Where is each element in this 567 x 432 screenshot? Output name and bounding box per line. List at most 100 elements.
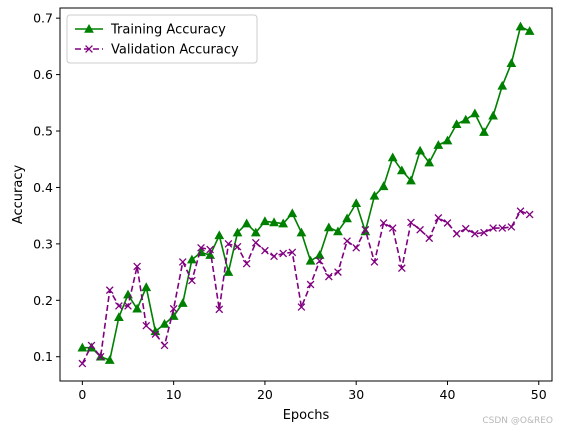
validation-point	[334, 268, 342, 276]
y-tick-label: 0.5	[33, 124, 53, 139]
y-axis-label: Accuracy	[11, 165, 26, 225]
training-point	[396, 165, 407, 175]
training-point	[406, 175, 416, 185]
validation-point	[498, 224, 507, 232]
validation-point	[142, 321, 151, 330]
validation-point	[78, 359, 87, 368]
validation-point	[315, 256, 324, 265]
training-point	[424, 157, 435, 167]
legend-label: Validation Accuracy	[111, 43, 239, 58]
validation-point	[151, 330, 160, 339]
validation-point	[96, 352, 105, 361]
training-point	[141, 282, 152, 292]
training-point	[104, 355, 115, 364]
y-tick-label: 0.1	[33, 349, 53, 364]
validation-point	[270, 252, 278, 261]
validation-point	[516, 207, 525, 216]
x-tick-label: 30	[348, 387, 364, 402]
x-tick-label: 20	[257, 387, 273, 402]
validation-point	[425, 234, 434, 243]
legend-marker	[85, 45, 93, 53]
validation-point	[261, 246, 269, 255]
training-point	[187, 254, 197, 264]
training-point	[479, 127, 489, 136]
training-point	[159, 318, 170, 328]
legend: Training Accuracy Validation Accuracy	[66, 14, 258, 64]
validation-point	[480, 228, 488, 237]
validation-point	[215, 305, 224, 314]
validation-point	[133, 262, 141, 271]
training-point	[123, 289, 133, 299]
validation-point	[197, 243, 205, 252]
validation-point	[489, 224, 497, 232]
x-tick-label: 0	[78, 387, 86, 402]
training-point	[168, 311, 179, 320]
validation-point	[188, 276, 196, 285]
validation-point	[379, 219, 388, 227]
training-point	[278, 218, 289, 228]
validation-point	[434, 214, 443, 222]
legend-box	[66, 14, 258, 64]
validation-point	[452, 229, 461, 238]
training-point	[260, 216, 270, 226]
plot-marks	[77, 21, 535, 368]
series-line-training	[82, 25, 530, 361]
training-point	[177, 298, 188, 307]
training-point	[378, 181, 389, 191]
watermark: CSDN @O&REO	[482, 416, 553, 426]
validation-point	[361, 225, 370, 234]
validation-point	[343, 237, 351, 245]
validation-point	[443, 219, 452, 227]
training-point	[342, 213, 352, 223]
training-point	[369, 190, 380, 200]
validation-point	[242, 259, 251, 268]
y-tick-label: 0.4	[33, 180, 53, 195]
training-point	[232, 227, 243, 237]
training-point	[351, 198, 362, 208]
training-point	[460, 114, 471, 124]
validation-point	[324, 272, 333, 281]
training-point	[113, 312, 124, 321]
y-tick-label: 0.2	[33, 293, 53, 308]
series-line-validation	[81, 210, 530, 364]
training-point	[214, 230, 225, 240]
validation-point	[416, 225, 424, 234]
validation-point	[397, 264, 406, 273]
validation-point	[370, 258, 379, 266]
training-point	[132, 303, 143, 313]
training-point	[223, 267, 234, 276]
training-point	[497, 80, 508, 90]
training-point	[433, 140, 444, 149]
training-point	[296, 227, 307, 237]
validation-point	[388, 224, 397, 232]
validation-point	[525, 210, 534, 219]
legend-label: Training Accuracy	[110, 23, 226, 38]
validation-point	[297, 303, 306, 311]
legend-marker	[84, 23, 94, 33]
y-axis: 0.1 0.2 0.3 0.4 0.5 0.6 0.7	[33, 11, 60, 364]
y-tick-label: 0.7	[33, 11, 53, 26]
training-point	[333, 226, 343, 236]
validation-point	[178, 258, 187, 266]
validation-point	[105, 286, 114, 295]
validation-point	[160, 341, 169, 350]
validation-point	[124, 302, 132, 310]
validation-point	[169, 304, 178, 313]
x-tick-label: 50	[531, 387, 547, 402]
validation-point	[461, 224, 470, 233]
training-point	[196, 247, 206, 257]
validation-point	[115, 302, 123, 310]
x-tick-label: 40	[440, 387, 456, 402]
validation-point	[224, 240, 233, 248]
validation-point	[87, 341, 96, 350]
training-point	[387, 152, 398, 162]
x-tick-label: 10	[166, 387, 182, 402]
x-axis: 0 10 20 30 40 50	[78, 381, 547, 402]
training-point	[314, 250, 325, 259]
training-point	[77, 342, 88, 352]
training-point	[515, 21, 526, 31]
validation-point	[233, 242, 242, 251]
x-axis-label: Epochs	[283, 408, 330, 423]
training-point	[250, 227, 261, 237]
validation-point	[471, 229, 479, 238]
